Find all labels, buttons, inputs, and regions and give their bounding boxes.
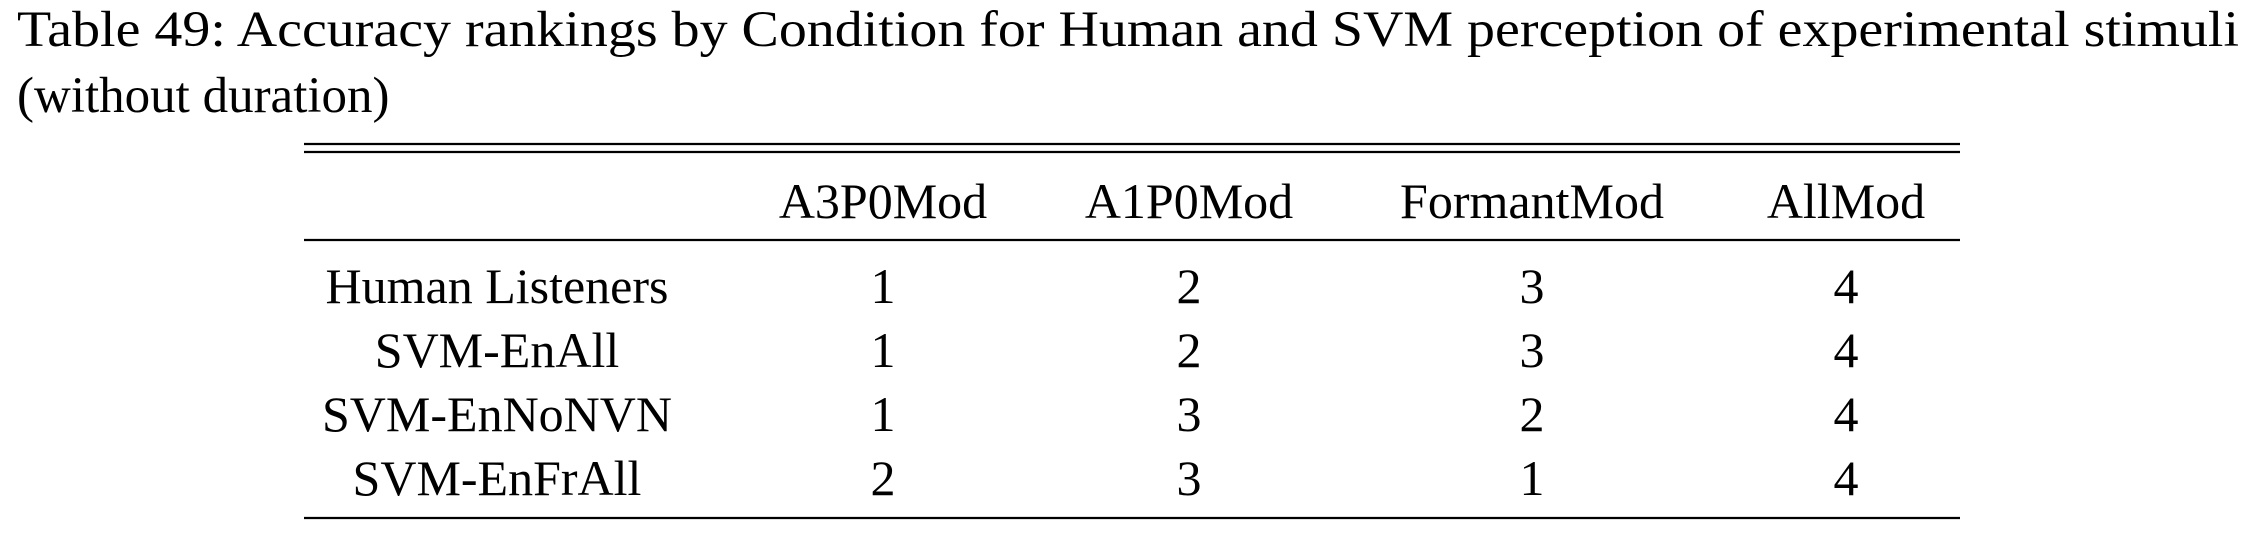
table-cell: 3 [1520, 322, 1545, 378]
table-cell: 4 [1834, 386, 1859, 442]
table-cell: 3 [1520, 258, 1545, 314]
column-header: AllMod [1767, 173, 1925, 229]
table-cell: 1 [1520, 450, 1545, 506]
row-label: SVM-EnNoNVN [322, 386, 672, 442]
table-cell: 1 [871, 322, 896, 378]
table-cell: 4 [1834, 258, 1859, 314]
row-label: SVM-EnAll [375, 322, 619, 378]
table-cell: 1 [871, 258, 896, 314]
table-cell: 3 [1177, 386, 1202, 442]
column-header: A1P0Mod [1085, 173, 1293, 229]
caption-line: (without duration) [17, 68, 390, 124]
column-header: A3P0Mod [779, 173, 987, 229]
row-label: Human Listeners [326, 258, 669, 314]
table-cell: 2 [871, 450, 896, 506]
column-header: FormantMod [1400, 173, 1664, 229]
table-cell: 4 [1834, 322, 1859, 378]
table-cell: 3 [1177, 450, 1202, 506]
caption-line: Table 49: Accuracy rankings by Condition… [17, 2, 2239, 58]
table-cell: 2 [1177, 322, 1202, 378]
table-cell: 2 [1177, 258, 1202, 314]
table-cell: 4 [1834, 450, 1859, 506]
row-label: SVM-EnFrAll [353, 450, 642, 506]
table-cell: 1 [871, 386, 896, 442]
table-cell: 2 [1520, 386, 1545, 442]
